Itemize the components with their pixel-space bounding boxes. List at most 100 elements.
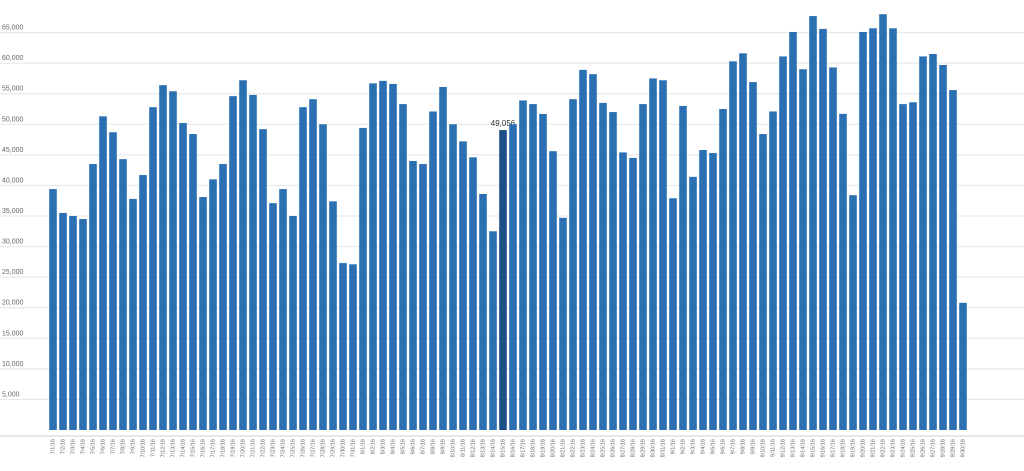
bar — [829, 67, 837, 431]
x-tick-label: 8/13/16 — [480, 439, 486, 457]
x-tick-label: 9/30/16 — [960, 439, 966, 457]
x-tick-label: 7/23/16 — [270, 439, 276, 457]
bar — [759, 134, 767, 430]
bar — [479, 193, 487, 430]
bar — [949, 90, 957, 430]
x-tick-label: 9/11/16 — [770, 439, 776, 457]
bar — [619, 152, 627, 430]
bar — [259, 129, 267, 431]
x-tick-label: 9/17/16 — [830, 439, 836, 457]
x-tick-label: 9/1/16 — [670, 439, 676, 454]
x-tick-label: 8/20/16 — [550, 439, 556, 457]
x-tick-label: 8/24/16 — [590, 439, 596, 457]
x-tick-label: 8/23/16 — [580, 439, 586, 457]
y-tick-label: 10,000 — [2, 361, 24, 368]
x-tick-label: 7/6/16 — [100, 439, 106, 454]
y-tick-label: 60,000 — [2, 55, 24, 62]
bar — [809, 16, 817, 430]
x-tick-label: 7/7/16 — [110, 439, 116, 454]
x-tick-label: 9/5/16 — [710, 439, 716, 454]
x-tick-label: 8/21/16 — [560, 439, 566, 457]
x-tick-label: 7/14/16 — [180, 439, 186, 457]
bar — [429, 111, 437, 431]
x-tick-label: 7/26/16 — [300, 439, 306, 457]
x-tick-label: 7/16/16 — [200, 439, 206, 457]
y-tick-label: 35,000 — [2, 208, 24, 215]
bar — [199, 197, 207, 430]
bar — [139, 175, 147, 430]
x-tick-label: 7/8/16 — [120, 439, 126, 454]
bar — [859, 31, 867, 431]
x-tick-label: 9/25/16 — [910, 439, 916, 457]
bar — [639, 104, 647, 430]
bar — [919, 56, 927, 430]
bar — [149, 107, 157, 430]
bar — [909, 102, 917, 430]
x-tick-label: 9/12/16 — [780, 439, 786, 457]
y-tick-label: 15,000 — [2, 330, 24, 337]
y-tick-label: 65,000 — [2, 25, 24, 32]
y-tick-label: 45,000 — [2, 147, 24, 154]
x-tick-label: 8/11/16 — [460, 439, 466, 457]
x-tick-label: 7/30/16 — [340, 439, 346, 457]
bar — [369, 83, 377, 430]
x-tick-label: 8/12/16 — [470, 439, 476, 457]
bar — [799, 69, 807, 430]
x-tick-label: 9/20/16 — [860, 439, 866, 457]
x-tick-label: 9/14/16 — [800, 439, 806, 457]
bar — [439, 86, 447, 430]
x-tick-label: 9/23/16 — [890, 439, 896, 457]
x-tick-label: 7/25/16 — [290, 439, 296, 457]
bar — [269, 203, 277, 430]
bar — [879, 14, 887, 430]
x-tick-label: 9/6/16 — [720, 439, 726, 454]
bar — [769, 111, 777, 431]
x-tick-label: 7/13/16 — [170, 439, 176, 457]
x-tick-label: 9/16/16 — [820, 439, 826, 457]
x-tick-label: 8/4/16 — [390, 439, 396, 454]
x-tick-label: 8/17/16 — [520, 439, 526, 457]
bar — [929, 53, 937, 430]
bar — [379, 80, 387, 431]
x-tick-label: 8/31/16 — [660, 439, 666, 457]
x-tick-label: 7/21/16 — [250, 439, 256, 457]
x-tick-label: 9/2/16 — [680, 439, 686, 454]
bar — [599, 102, 607, 430]
bar — [89, 164, 97, 430]
bar — [649, 78, 657, 430]
bar — [409, 160, 417, 430]
bar — [889, 28, 897, 430]
bar — [159, 85, 167, 430]
x-tick-label: 7/19/16 — [230, 439, 236, 457]
x-tick-label: 8/15/16 — [500, 439, 506, 457]
y-tick-label: 40,000 — [2, 177, 24, 184]
bar — [349, 264, 357, 430]
x-tick-label: 9/3/16 — [690, 439, 696, 454]
x-tick-label: 8/7/16 — [420, 439, 426, 454]
x-tick-label: 9/29/16 — [950, 439, 956, 457]
bar — [539, 113, 547, 431]
x-tick-label: 8/22/16 — [570, 439, 576, 457]
bar — [489, 231, 497, 430]
x-tick-label: 9/22/16 — [880, 439, 886, 457]
x-tick-label: 8/19/16 — [540, 439, 546, 457]
bar — [329, 201, 337, 430]
bar — [469, 157, 477, 430]
x-tick-label: 8/25/16 — [600, 439, 606, 457]
y-tick-label: 30,000 — [2, 239, 24, 246]
bar — [229, 96, 237, 430]
x-tick-label: 9/28/16 — [940, 439, 946, 457]
x-tick-label: 8/29/16 — [640, 439, 646, 457]
x-tick-label: 8/8/16 — [430, 439, 436, 454]
x-tick-label: 9/19/16 — [850, 439, 856, 457]
bar — [389, 83, 397, 430]
bar — [69, 216, 77, 430]
bar — [629, 157, 637, 430]
x-tick-label: 7/9/16 — [130, 439, 136, 454]
x-tick-label: 7/29/16 — [330, 439, 336, 457]
bar — [109, 132, 117, 430]
bar — [959, 302, 967, 430]
x-tick-label: 8/3/16 — [380, 439, 386, 454]
x-tick-label: 9/24/16 — [900, 439, 906, 457]
